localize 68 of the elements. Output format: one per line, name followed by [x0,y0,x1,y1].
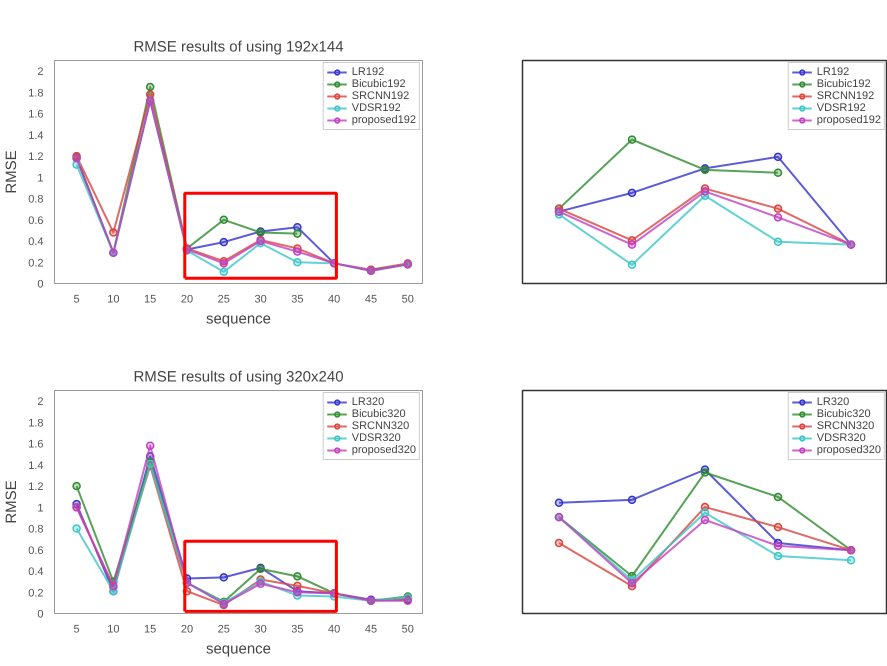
y-tick-label: 0.2 [28,257,44,270]
legend-label: VDSR192 [352,102,401,114]
legend-label: LR320 [816,396,850,408]
x-tick-label: 10 [107,624,120,636]
x-tick-label: 40 [328,624,340,636]
legend-label: LR320 [352,396,384,408]
y-tick-label: 1.4 [28,130,44,142]
x-tick-label: 30 [254,294,267,306]
y-tick-label: 2 [37,396,44,408]
y-axis-title: RMSE [3,480,20,524]
x-tick-label: 50 [402,624,414,636]
x-axis-title: sequence [206,310,272,328]
legend-label: proposed320 [352,444,416,456]
y-tick-label: 0.8 [28,524,44,536]
legend-label: Bicubic192 [816,78,871,90]
legend-label: SRCNN320 [352,420,410,432]
y-tick-label: 0 [37,278,44,290]
y-tick-label: 0.4 [28,566,44,578]
legend-label: Bicubic320 [816,408,871,420]
y-tick-label: 0.4 [28,236,44,248]
legend-label: LR192 [816,66,850,78]
legend-label: VDSR320 [352,432,401,444]
x-tick-label: 15 [144,624,156,636]
legend-label: SRCNN192 [352,90,410,102]
legend-label: SRCNN320 [816,420,874,432]
y-tick-label: 1.4 [28,460,44,472]
x-tick-label: 15 [144,294,156,306]
x-tick-label: 10 [107,294,120,306]
legend-label: VDSR192 [816,102,866,114]
x-tick-label: 35 [291,624,304,636]
y-tick-label: 1.2 [28,151,44,164]
y-tick-label: 0.8 [28,194,44,206]
x-tick-label: 40 [328,294,340,306]
x-tick-label: 20 [180,624,194,636]
y-tick-label: 2 [37,66,44,78]
chart-title: RMSE results of using 320x240 [133,368,344,386]
y-tick-label: 1.2 [28,481,44,494]
x-tick-label: 5 [74,624,80,636]
x-tick-label: 25 [218,624,230,636]
y-tick-label: 1.6 [28,438,44,451]
chart-title: RMSE results of using 192x144 [133,38,344,56]
x-tick-label: 30 [254,624,267,636]
legend-label: proposed192 [352,114,416,126]
x-tick-label: 25 [218,294,230,306]
y-tick-label: 1.8 [28,417,44,430]
x-axis-title: sequence [206,640,272,658]
y-tick-label: 0.6 [28,544,44,557]
legend-label: Bicubic192 [352,78,406,90]
legend-label: SRCNN192 [816,90,874,102]
legend-label: proposed320 [816,444,881,456]
y-tick-label: 1 [37,172,44,184]
legend-label: Bicubic320 [352,408,406,420]
y-tick-label: 0 [37,608,44,620]
legend-label: proposed192 [816,114,881,126]
y-tick-label: 0.6 [28,214,44,227]
x-tick-label: 5 [74,294,80,306]
y-tick-label: 1 [37,502,44,514]
x-tick-label: 35 [291,294,304,306]
y-axis-title: RMSE [3,150,20,194]
x-tick-label: 50 [402,294,414,306]
x-tick-label: 45 [364,624,378,636]
y-tick-label: 0.2 [28,587,44,600]
x-tick-label: 45 [364,294,378,306]
y-tick-label: 1.8 [28,87,44,100]
x-tick-label: 20 [180,294,194,306]
legend-label: VDSR320 [816,432,866,444]
legend-label: LR192 [352,66,384,78]
y-tick-label: 1.6 [28,108,44,121]
